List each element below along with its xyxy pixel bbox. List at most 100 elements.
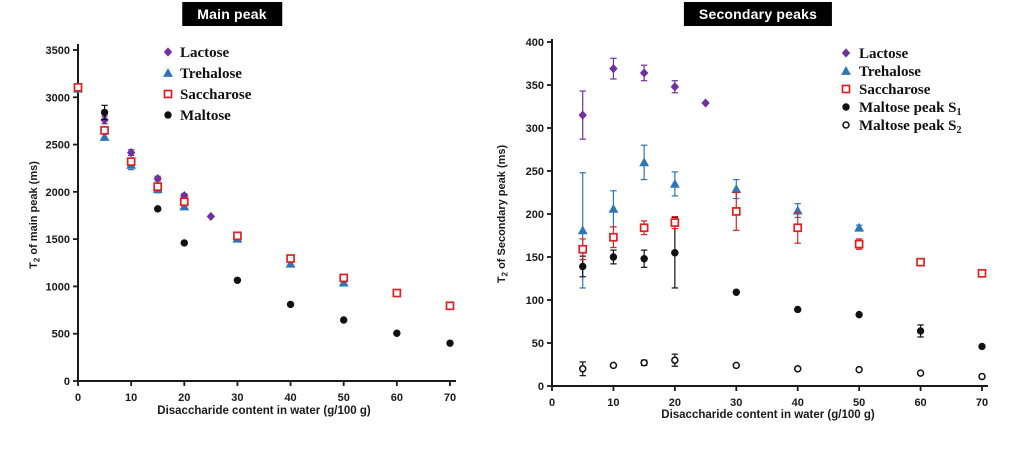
legend-item-trehalose: Trehalose	[163, 66, 242, 82]
data-point-lactose	[126, 148, 136, 158]
data-point-trehalose	[608, 203, 619, 213]
data-point-saccharose	[179, 197, 189, 207]
legend-secondary-peaks: Lactose Trehalose Saccharose Maltose peak S…	[841, 46, 962, 136]
chart-main-peak: 0 10 20 30 40 50 60 70 0 500 1000 1500 2000 2500 3000 3…	[28, 44, 456, 417]
legend-label: Lactose	[180, 45, 229, 61]
y-axis-title: T2 of main peak (ms)	[28, 161, 42, 269]
data-point-trehalose	[99, 132, 110, 141]
y-tick-label: 50	[532, 338, 544, 350]
x-tick-label: 10	[125, 392, 137, 404]
x-tick-label: 0	[75, 392, 81, 404]
legend-label: Maltose peak S2	[859, 118, 962, 136]
x-tick-label: 10	[607, 397, 619, 409]
maltose-peak-s-legend-marker-icon	[842, 103, 850, 111]
x-tick-label: 40	[792, 397, 804, 409]
x-tick-label: 40	[284, 392, 296, 404]
legend-item-maltose-peak-s1: Maltose peak S1	[842, 100, 962, 118]
data-point-maltose-peak-s2	[916, 369, 925, 377]
chart-secondary-peaks: 0 10 20 30 40 50 60 70 0 50 100 150 200 250 300 350 400 D…	[496, 37, 988, 421]
data-point-saccharose	[286, 254, 295, 263]
y-tick-label: 1500	[46, 234, 70, 246]
series-saccharose	[73, 83, 455, 311]
data-point-saccharose	[793, 223, 803, 233]
data-point-maltose-peak-s2	[609, 361, 618, 370]
x-axis-title: Disaccharide content in water (g/100 g)	[157, 405, 371, 417]
data-point-trehalose	[669, 178, 680, 188]
secondary-peaks-title: Secondary peaks	[683, 2, 833, 26]
data-point-saccharose	[609, 232, 618, 242]
series-maltose	[100, 104, 454, 347]
legend-item-maltose: Maltose	[164, 108, 231, 124]
data-point-trehalose	[285, 258, 296, 268]
y-tick-label: 2000	[46, 187, 70, 199]
data-point-maltose-peak-s2	[671, 356, 679, 364]
data-point-maltose	[180, 239, 188, 247]
x-tick-label: 70	[444, 392, 456, 404]
maltose-peak-s-legend-marker-icon	[842, 121, 850, 129]
series-saccharose	[578, 191, 987, 278]
trehalose-legend-marker-icon	[163, 68, 173, 77]
data-point-trehalose	[854, 222, 865, 232]
lactose-legend-marker-icon	[163, 47, 173, 57]
lactose-legend-marker-icon	[841, 48, 851, 58]
y-tick-label: 1000	[46, 281, 70, 293]
x-tick-label: 20	[669, 397, 681, 409]
y-tick-label: 350	[526, 80, 544, 92]
data-point-maltose	[340, 316, 348, 324]
legend-item-lactose: Lactose	[163, 45, 229, 61]
data-point-maltose-peak-s2	[732, 361, 741, 370]
saccharose-legend-marker-icon	[841, 84, 851, 94]
legend-label: Saccharose	[859, 82, 931, 98]
y-tick-label: 3000	[46, 92, 70, 104]
data-point-lactose	[153, 174, 162, 184]
data-point-maltose-peak-s2	[978, 372, 986, 381]
legend-item-saccharose: Saccharose	[841, 82, 931, 98]
legend-label: Saccharose	[180, 87, 252, 103]
data-point-saccharose	[339, 273, 349, 283]
y-tick-label: 300	[526, 123, 544, 135]
x-tick-label: 60	[391, 392, 403, 404]
series-lactose	[73, 83, 216, 222]
x-tick-label: 50	[853, 397, 865, 409]
legend-item-saccharose: Saccharose	[163, 87, 252, 103]
data-point-saccharose	[73, 83, 83, 92]
y-tick-label: 200	[526, 209, 544, 221]
data-point-lactose	[701, 98, 710, 108]
legend-main-peak: Lactose Trehalose Saccharose Maltose	[163, 45, 252, 124]
data-point-maltose-peak-s1	[671, 249, 679, 257]
data-point-maltose-peak-s1	[732, 288, 740, 296]
data-point-maltose-peak-s2	[793, 365, 802, 373]
data-point-saccharose	[100, 126, 109, 135]
data-point-maltose	[446, 339, 454, 347]
data-point-saccharose	[578, 244, 588, 254]
y-tick-label: 400	[526, 37, 544, 49]
data-point-maltose	[154, 205, 162, 213]
data-point-maltose	[393, 329, 401, 337]
data-point-maltose	[286, 300, 295, 309]
y-tick-label: 0	[538, 381, 544, 393]
data-point-saccharose	[639, 223, 649, 233]
data-point-lactose	[206, 211, 216, 222]
data-point-maltose-peak-s1	[579, 262, 587, 271]
legend-label: Trehalose	[859, 64, 921, 80]
main-peak-title: Main peak	[182, 2, 282, 26]
x-tick-label: 20	[178, 392, 190, 404]
data-point-maltose-peak-s2	[640, 359, 648, 367]
data-point-maltose-peak-s1	[609, 253, 618, 261]
x-tick-label: 70	[976, 397, 988, 409]
data-point-maltose-peak-s1	[978, 342, 986, 351]
x-tick-label: 0	[549, 397, 555, 409]
data-point-trehalose	[577, 225, 588, 235]
x-tick-label: 30	[231, 392, 243, 404]
data-point-saccharose	[233, 231, 242, 241]
data-point-maltose-peak-s2	[855, 365, 863, 374]
data-point-maltose	[100, 108, 109, 117]
maltose-legend-marker-icon	[164, 111, 172, 119]
series-maltose-peak-s1	[579, 216, 986, 351]
data-point-lactose	[609, 64, 618, 74]
y-tick-label: 0	[64, 376, 70, 388]
series-trehalose	[577, 144, 865, 289]
legend-label: Lactose	[859, 46, 908, 62]
data-point-maltose	[233, 276, 242, 284]
